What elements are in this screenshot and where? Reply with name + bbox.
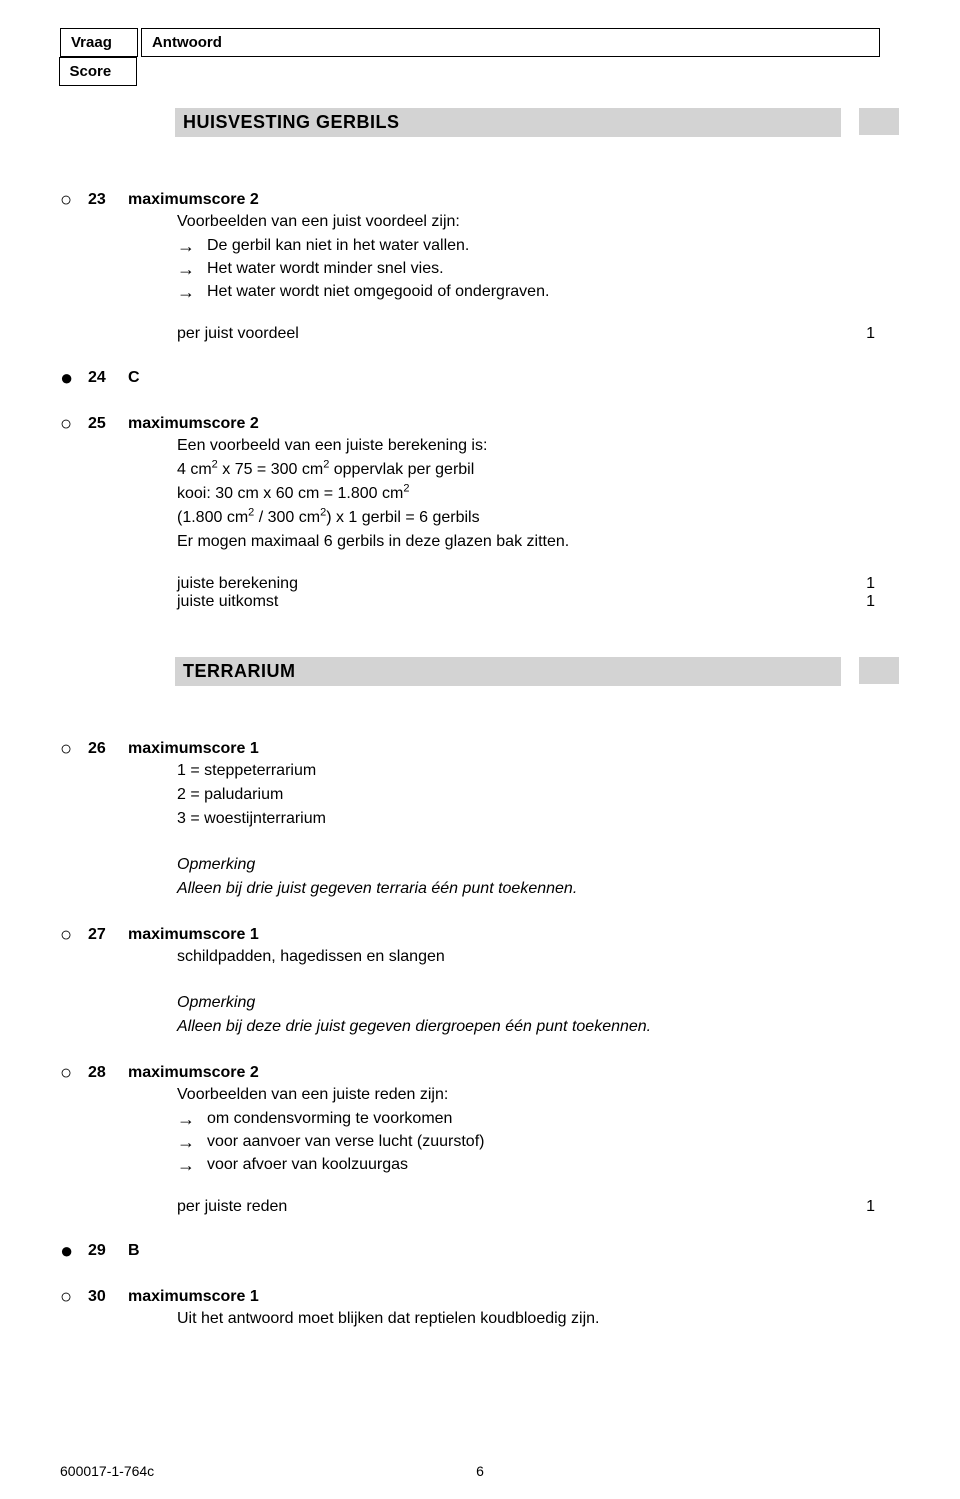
question-29: ● 29 B bbox=[60, 1240, 900, 1262]
intro-text: Een voorbeeld van een juiste berekening … bbox=[177, 435, 900, 457]
question-label: maximumscore 2 bbox=[128, 413, 259, 435]
question-label: maximumscore 1 bbox=[128, 738, 259, 760]
t: ) x 1 gerbil = 6 gerbils bbox=[326, 509, 479, 526]
calc-line: 4 cm2 x 75 = 300 cm2 oppervlak per gerbi… bbox=[177, 459, 900, 481]
bullet-item: voor aanvoer van verse lucht (zuurstof) bbox=[177, 1131, 900, 1153]
answer-text: Uit het antwoord moet blijken dat reptie… bbox=[177, 1308, 900, 1330]
open-marker-icon: ○ bbox=[60, 1286, 88, 1308]
bullet-item: Het water wordt minder snel vies. bbox=[177, 258, 900, 280]
t: kooi: 30 cm x 60 cm = 1.800 cm bbox=[177, 485, 403, 502]
intro-text: Voorbeelden van een juiste reden zijn: bbox=[177, 1084, 900, 1106]
header-row: Vraag Antwoord Score bbox=[60, 28, 900, 86]
section-banner-1: HUISVESTING GERBILS bbox=[175, 108, 900, 163]
banner-tab bbox=[859, 108, 899, 135]
t: (1.800 cm bbox=[177, 509, 248, 526]
page: Vraag Antwoord Score HUISVESTING GERBILS… bbox=[0, 0, 960, 1499]
score-line: per juiste reden 1 bbox=[177, 1198, 900, 1216]
closed-marker-icon: ● bbox=[60, 367, 88, 389]
page-number: 6 bbox=[476, 1463, 484, 1479]
note-title: Opmerking bbox=[177, 854, 900, 876]
calc-line: Er mogen maximaal 6 gerbils in deze glaz… bbox=[177, 531, 900, 553]
score-value: 1 bbox=[866, 325, 875, 343]
question-number: 23 bbox=[88, 189, 128, 211]
question-number: 24 bbox=[88, 367, 128, 389]
header-score: Score bbox=[59, 57, 137, 86]
bullet-item: Het water wordt niet omgegooid of onderg… bbox=[177, 281, 900, 303]
closed-marker-icon: ● bbox=[60, 1240, 88, 1262]
score-line: per juist voordeel 1 bbox=[177, 325, 900, 343]
score-value: 1 bbox=[866, 1198, 875, 1216]
question-27: ○ 27 maximumscore 1 schildpadden, hagedi… bbox=[60, 924, 900, 1038]
intro-text: Voorbeelden van een juist voordeel zijn: bbox=[177, 211, 900, 233]
header-vraag: Vraag bbox=[60, 28, 138, 57]
bullet-item: voor afvoer van koolzuurgas bbox=[177, 1154, 900, 1176]
calc-line: (1.800 cm2 / 300 cm2) x 1 gerbil = 6 ger… bbox=[177, 507, 900, 529]
t: x 75 = 300 cm bbox=[218, 461, 323, 478]
t: oppervlak per gerbil bbox=[329, 461, 474, 478]
score-text: per juiste reden bbox=[177, 1198, 287, 1215]
answer-line: 2 = paludarium bbox=[177, 784, 900, 806]
t: 4 cm bbox=[177, 461, 212, 478]
question-24: ● 24 C bbox=[60, 367, 900, 389]
answer-line: 1 = steppeterrarium bbox=[177, 760, 900, 782]
score-text: juiste uitkomst bbox=[177, 593, 278, 610]
question-label: maximumscore 1 bbox=[128, 1286, 259, 1308]
section-title-1: HUISVESTING GERBILS bbox=[175, 108, 841, 137]
footer: 600017-1-764c 6 bbox=[60, 1463, 900, 1479]
t: / 300 cm bbox=[254, 509, 320, 526]
score-text: per juist voordeel bbox=[177, 325, 299, 342]
question-label: maximumscore 2 bbox=[128, 189, 259, 211]
question-number: 29 bbox=[88, 1240, 128, 1262]
question-30: ○ 30 maximumscore 1 Uit het antwoord moe… bbox=[60, 1286, 900, 1330]
question-number: 28 bbox=[88, 1062, 128, 1084]
question-label: maximumscore 1 bbox=[128, 924, 259, 946]
question-23: ○ 23 maximumscore 2 Voorbeelden van een … bbox=[60, 189, 900, 343]
open-marker-icon: ○ bbox=[60, 1062, 88, 1084]
bullet-item: om condensvorming te voorkomen bbox=[177, 1108, 900, 1130]
question-label: C bbox=[128, 367, 140, 389]
question-28: ○ 28 maximumscore 2 Voorbeelden van een … bbox=[60, 1062, 900, 1216]
banner-tab bbox=[859, 657, 899, 684]
open-marker-icon: ○ bbox=[60, 738, 88, 760]
note-title: Opmerking bbox=[177, 992, 900, 1014]
note-text: Alleen bij drie juist gegeven terraria é… bbox=[177, 878, 900, 900]
question-number: 25 bbox=[88, 413, 128, 435]
score-line: juiste berekening 1 bbox=[177, 575, 900, 593]
open-marker-icon: ○ bbox=[60, 189, 88, 211]
question-label: maximumscore 2 bbox=[128, 1062, 259, 1084]
open-marker-icon: ○ bbox=[60, 413, 88, 435]
bullet-list: om condensvorming te voorkomen voor aanv… bbox=[177, 1108, 900, 1176]
question-label: B bbox=[128, 1240, 140, 1262]
score-value: 1 bbox=[866, 575, 875, 593]
question-number: 26 bbox=[88, 738, 128, 760]
score-value: 1 bbox=[866, 593, 875, 611]
question-number: 27 bbox=[88, 924, 128, 946]
answer-text: schildpadden, hagedissen en slangen bbox=[177, 946, 900, 968]
answer-line: 3 = woestijnterrarium bbox=[177, 808, 900, 830]
question-26: ○ 26 maximumscore 1 1 = steppeterrarium … bbox=[60, 738, 900, 900]
doc-id: 600017-1-764c bbox=[60, 1463, 154, 1479]
calc-line: kooi: 30 cm x 60 cm = 1.800 cm2 bbox=[177, 483, 900, 505]
question-number: 30 bbox=[88, 1286, 128, 1308]
open-marker-icon: ○ bbox=[60, 924, 88, 946]
bullet-item: De gerbil kan niet in het water vallen. bbox=[177, 235, 900, 257]
question-25: ○ 25 maximumscore 2 Een voorbeeld van ee… bbox=[60, 413, 900, 611]
header-antwoord: Antwoord bbox=[141, 28, 880, 57]
section-title-2: TERRARIUM bbox=[175, 657, 841, 686]
bullet-list: De gerbil kan niet in het water vallen. … bbox=[177, 235, 900, 303]
note-text: Alleen bij deze drie juist gegeven dierg… bbox=[177, 1016, 900, 1038]
section-banner-2: TERRARIUM bbox=[175, 657, 900, 712]
score-text: juiste berekening bbox=[177, 575, 298, 592]
score-line: juiste uitkomst 1 bbox=[177, 593, 900, 611]
